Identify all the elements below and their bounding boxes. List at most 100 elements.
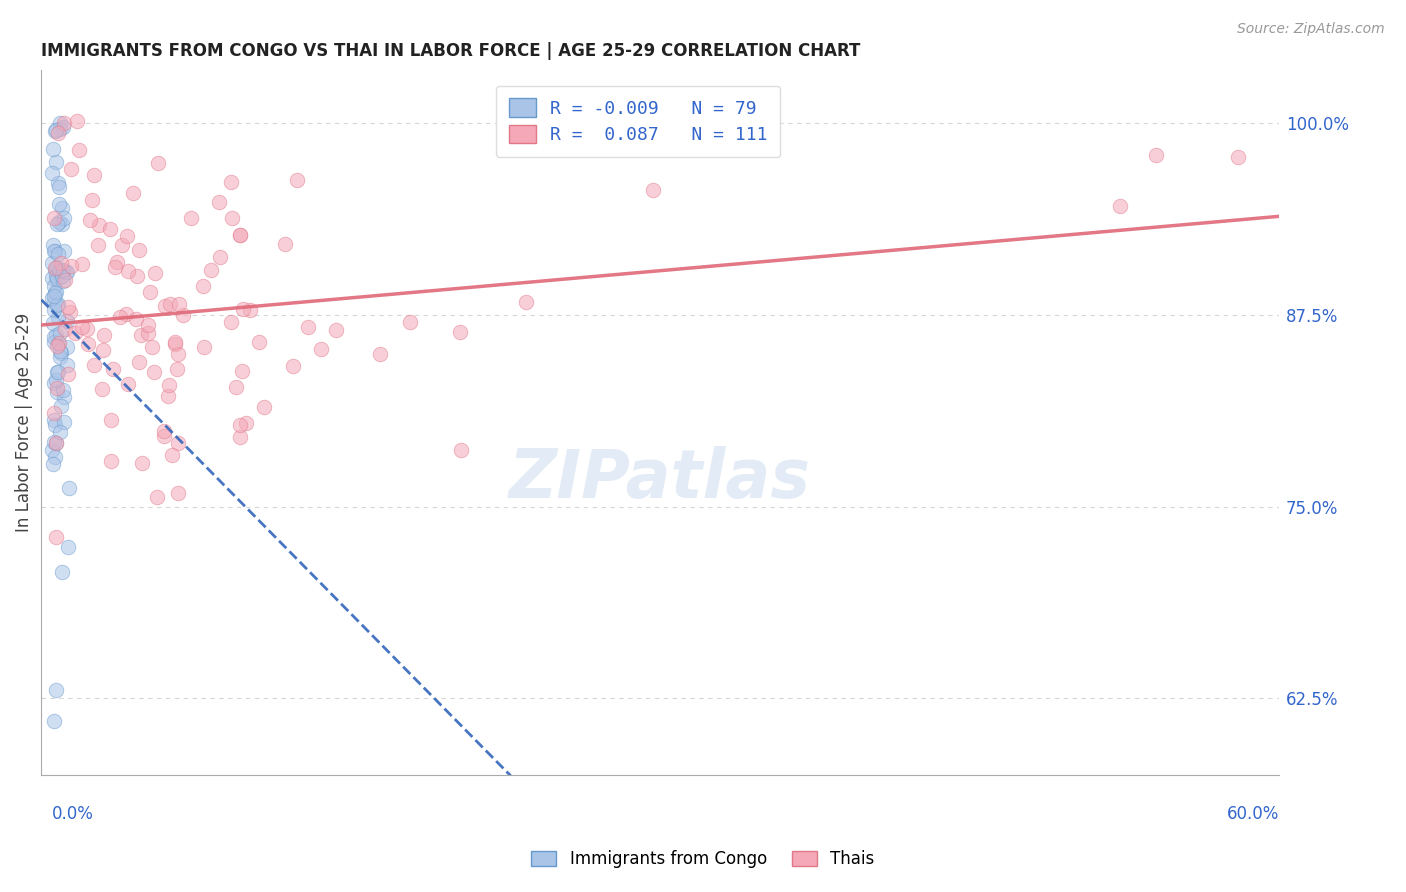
Point — [45, 436, 67, 450]
Point — [44, 124, 66, 138]
Point — [42, 244, 65, 258]
Point — [44, 260, 66, 275]
Point — [46, 364, 69, 378]
Point — [93, 327, 115, 342]
Point — [41, 256, 63, 270]
Point — [281, 359, 304, 373]
Point — [450, 442, 472, 457]
Point — [53, 322, 76, 336]
Point — [41, 270, 63, 285]
Point — [87, 238, 110, 252]
Point — [221, 211, 243, 225]
Point — [56, 540, 79, 554]
Point — [641, 184, 664, 198]
Point — [167, 485, 190, 500]
Point — [46, 365, 69, 379]
Point — [69, 143, 91, 157]
Point — [59, 162, 82, 177]
Point — [77, 336, 100, 351]
Point — [125, 269, 148, 284]
Point — [56, 265, 79, 279]
Point — [41, 142, 63, 156]
Point — [41, 442, 63, 457]
Point — [56, 340, 79, 354]
Point — [143, 266, 166, 280]
Point — [48, 197, 70, 211]
Point — [157, 389, 180, 403]
Text: IMMIGRANTS FROM CONGO VS THAI IN LABOR FORCE | AGE 25-29 CORRELATION CHART: IMMIGRANTS FROM CONGO VS THAI IN LABOR F… — [41, 42, 860, 60]
Point — [51, 201, 73, 215]
Point — [153, 429, 176, 443]
Point — [44, 285, 66, 300]
Text: ZIPatlas: ZIPatlas — [509, 446, 811, 512]
Legend: R = -0.009   N = 79, R =  0.087   N = 111: R = -0.009 N = 79, R = 0.087 N = 111 — [496, 86, 780, 157]
Point — [207, 195, 229, 210]
Point — [136, 318, 159, 332]
Point — [235, 416, 257, 430]
Point — [128, 355, 150, 369]
Point — [87, 218, 110, 232]
Point — [219, 315, 242, 329]
Point — [166, 362, 188, 376]
Legend: Immigrants from Congo, Thais: Immigrants from Congo, Thais — [524, 844, 882, 875]
Point — [45, 683, 67, 698]
Point — [44, 330, 66, 344]
Point — [180, 211, 202, 225]
Point — [42, 295, 65, 310]
Point — [139, 285, 162, 300]
Point — [515, 294, 537, 309]
Point — [114, 307, 136, 321]
Text: Source: ZipAtlas.com: Source: ZipAtlas.com — [1237, 22, 1385, 37]
Point — [48, 310, 70, 324]
Point — [79, 212, 101, 227]
Point — [44, 530, 66, 544]
Point — [55, 265, 77, 279]
Point — [285, 173, 308, 187]
Point — [136, 326, 159, 340]
Point — [48, 343, 70, 358]
Point — [398, 315, 420, 329]
Point — [52, 211, 75, 225]
Point — [141, 340, 163, 354]
Point — [45, 269, 67, 284]
Point — [163, 334, 186, 349]
Point — [44, 376, 66, 390]
Point — [45, 327, 67, 342]
Point — [45, 272, 67, 286]
Point — [1226, 150, 1249, 164]
Point — [59, 259, 82, 273]
Point — [111, 238, 134, 252]
Point — [44, 334, 66, 349]
Point — [49, 256, 72, 270]
Point — [48, 180, 70, 194]
Point — [51, 218, 73, 232]
Point — [297, 320, 319, 334]
Point — [58, 368, 80, 382]
Point — [65, 113, 87, 128]
Point — [59, 305, 82, 319]
Point — [42, 406, 65, 420]
Point — [42, 303, 65, 318]
Point — [46, 260, 69, 274]
Point — [48, 116, 70, 130]
Point — [41, 291, 63, 305]
Point — [219, 175, 242, 189]
Point — [229, 228, 252, 243]
Point — [45, 381, 67, 395]
Point — [53, 244, 76, 259]
Point — [46, 298, 69, 312]
Point — [368, 346, 391, 360]
Point — [44, 418, 66, 433]
Point — [42, 237, 65, 252]
Point — [229, 430, 252, 444]
Point — [253, 400, 276, 414]
Point — [42, 457, 65, 471]
Point — [191, 278, 214, 293]
Point — [274, 236, 297, 251]
Point — [117, 376, 139, 391]
Point — [48, 264, 70, 278]
Point — [42, 412, 65, 426]
Point — [46, 217, 69, 231]
Point — [1109, 199, 1132, 213]
Point — [52, 116, 75, 130]
